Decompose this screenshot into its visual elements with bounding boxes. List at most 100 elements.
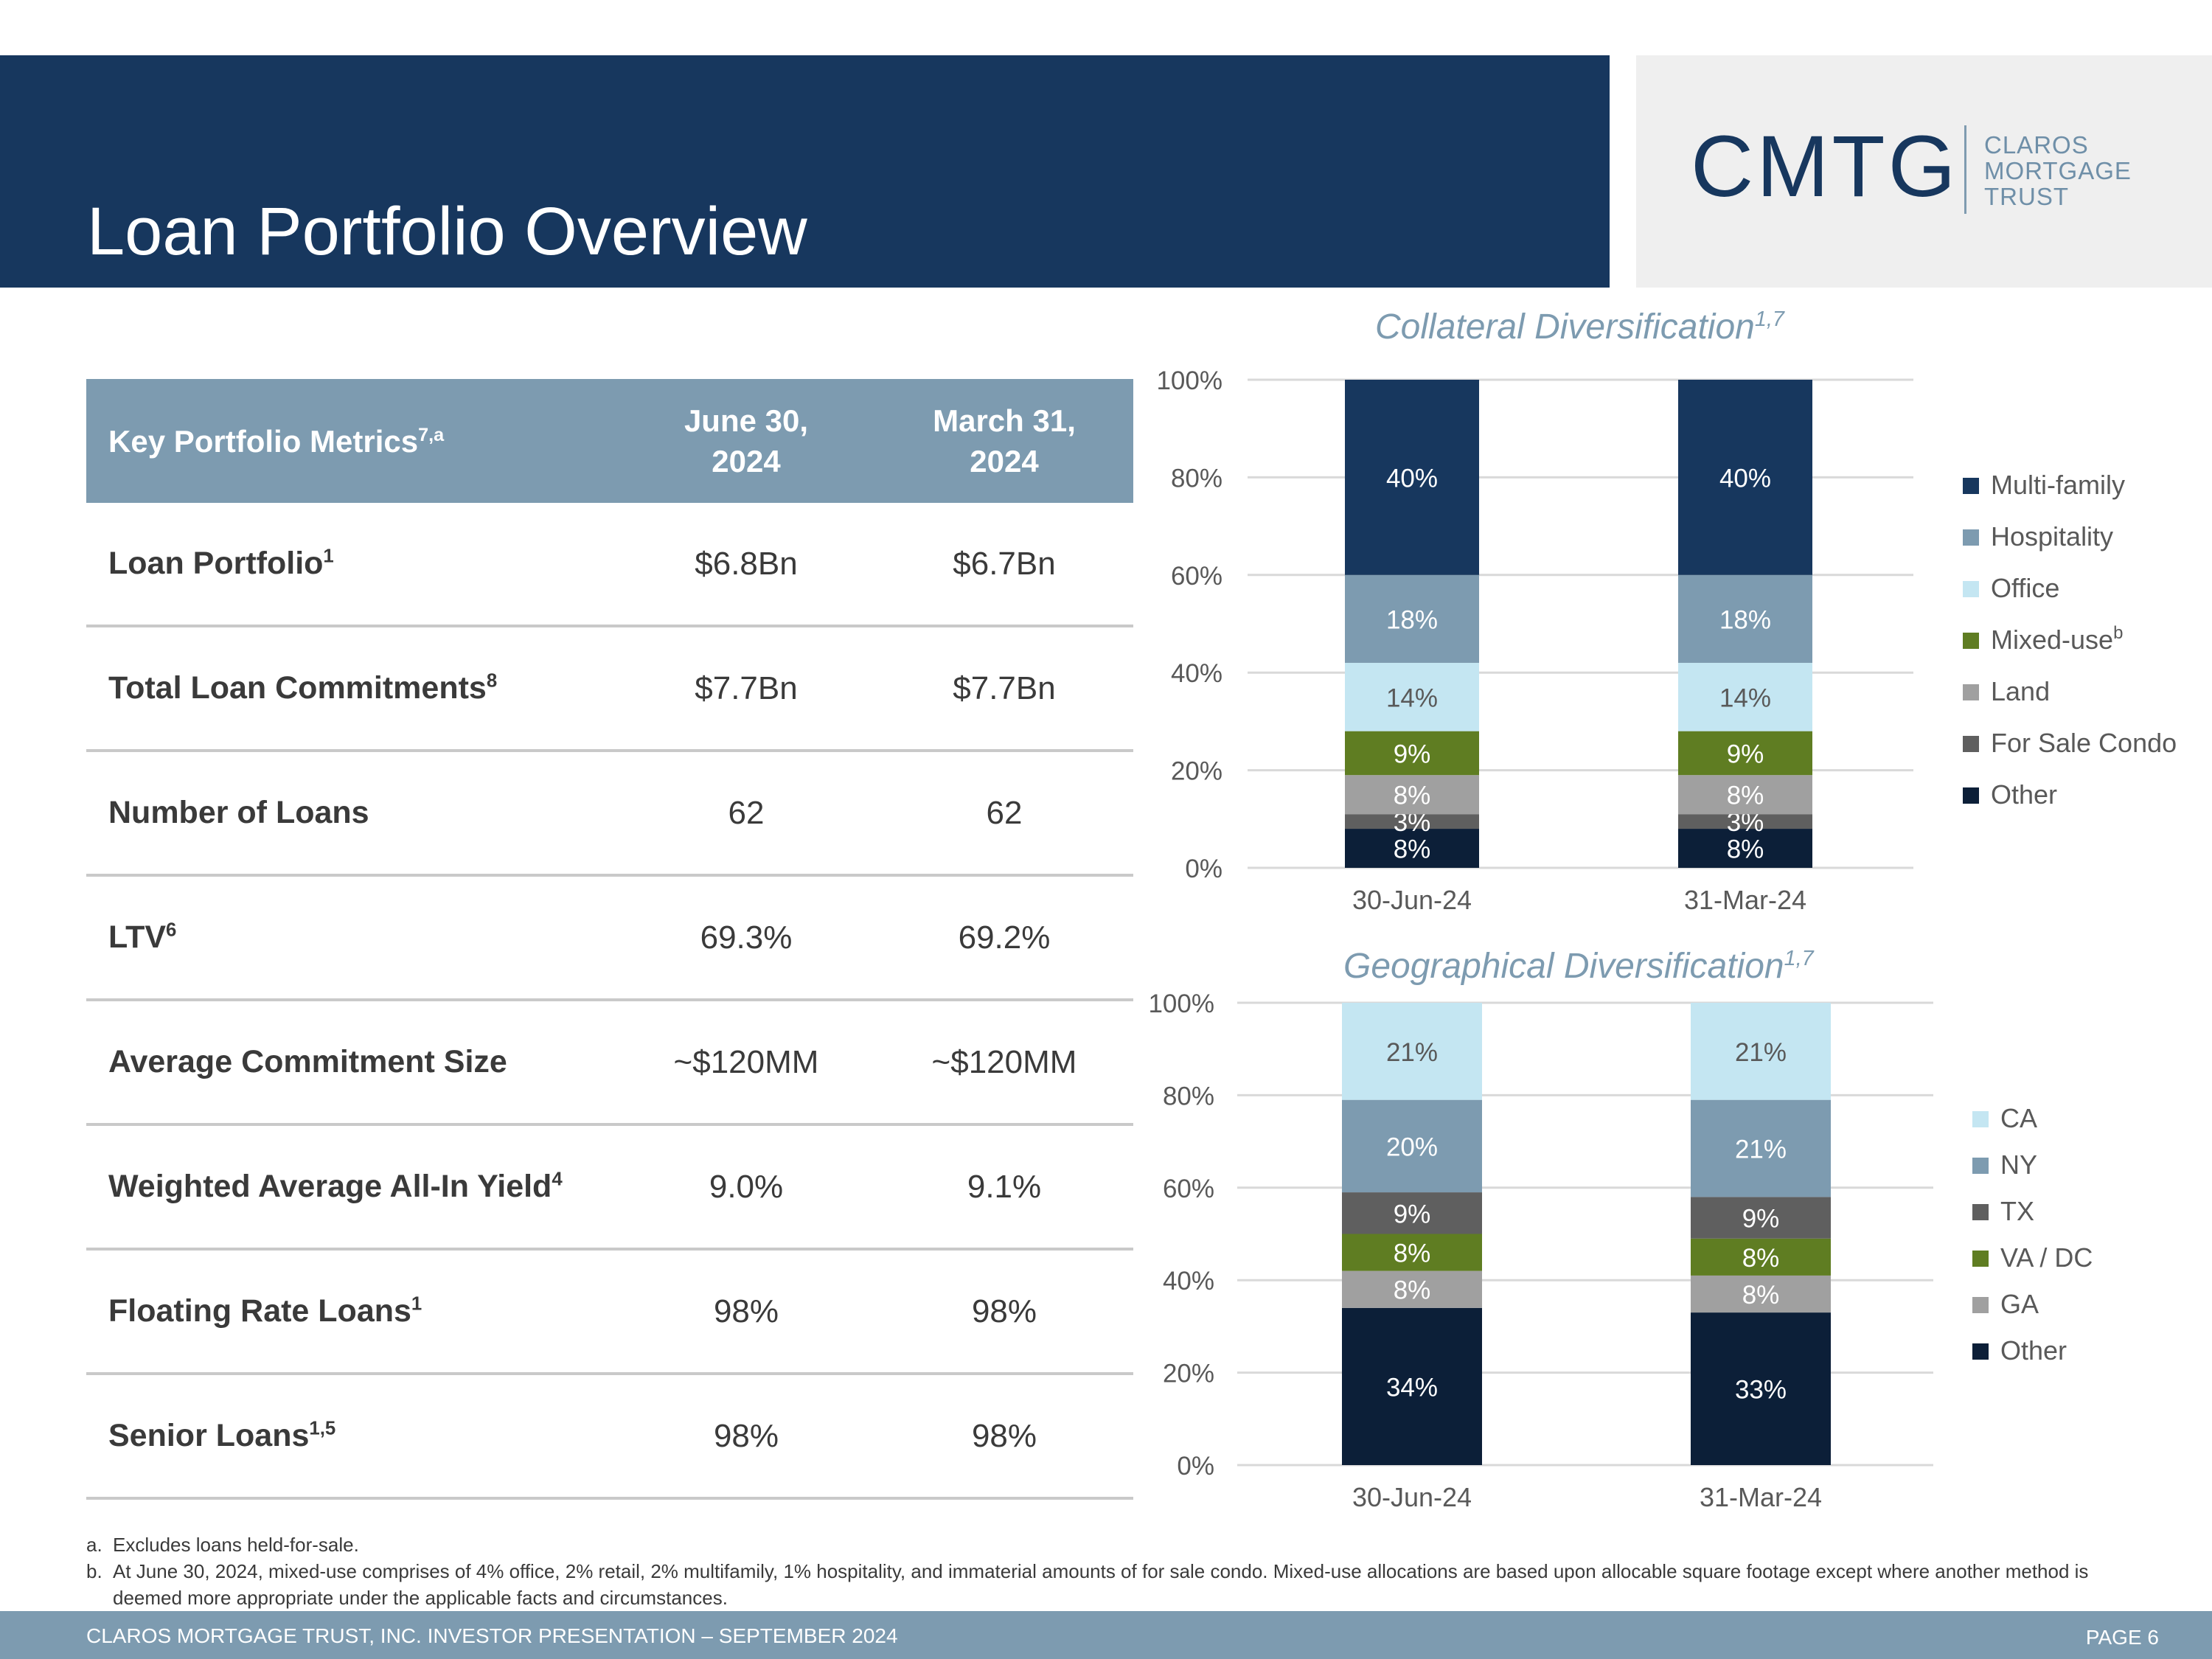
geographical-chart: 0% 20% 40% 60% 80% 100% 34% 8% 8% 9% 20% 21% 30-Jun-…: [1148, 990, 2093, 1512]
metric-value-june: ~$120MM: [617, 1000, 875, 1126]
bar-segment: [1678, 380, 1812, 575]
bar-segment: [1691, 1238, 1831, 1276]
metric-value-march: $6.7Bn: [875, 503, 1133, 627]
legend-label: GA: [2000, 1289, 2039, 1319]
y-tick-label: 40%: [1171, 659, 1222, 688]
metric-label: Total Loan Commitments8: [86, 626, 617, 752]
data-label: 8%: [1742, 1281, 1780, 1310]
data-label: 14%: [1386, 684, 1438, 712]
table-header-march: March 31, 2024: [875, 379, 1133, 503]
x-tick-label: 31-Mar-24: [1684, 885, 1806, 915]
metric-value-june: $7.7Bn: [617, 626, 875, 752]
metric-value-march: 9.1%: [875, 1124, 1133, 1251]
page-number: PAGE 6: [2085, 1626, 2159, 1649]
legend-label: Mixed-useb: [1991, 623, 2123, 655]
data-label: 40%: [1386, 464, 1438, 493]
legend-swatch: [1972, 1111, 1989, 1127]
data-label: 8%: [1742, 1244, 1780, 1273]
table-row: Loan Portfolio1 $6.8Bn $6.7Bn: [86, 503, 1133, 627]
bar-segment: [1678, 829, 1812, 868]
y-tick-label: 60%: [1163, 1175, 1214, 1203]
bar-segment: [1342, 1099, 1482, 1193]
y-tick-label: 20%: [1163, 1360, 1214, 1388]
header-band: [0, 55, 1610, 288]
metric-value-march: 69.2%: [875, 875, 1133, 1001]
legend-swatch: [1972, 1251, 1989, 1267]
bar-segment: [1342, 1270, 1482, 1308]
data-label: 9%: [1394, 740, 1431, 768]
bar-segment: [1678, 662, 1812, 731]
legend-swatch: [1963, 581, 1979, 597]
y-tick-label: 0%: [1185, 855, 1222, 883]
metric-value-june: 98%: [617, 1374, 875, 1500]
footnote: b. At June 30, 2024, mixed-use comprises …: [86, 1560, 2089, 1609]
metric-value-march: $7.7Bn: [875, 626, 1133, 752]
metric-value-june: $6.8Bn: [617, 503, 875, 627]
table-row: Senior Loans1,5 98% 98%: [86, 1374, 1133, 1500]
table-row: Floating Rate Loans1 98% 98%: [86, 1249, 1133, 1375]
bar-segment: [1345, 662, 1479, 731]
metric-label: Floating Rate Loans1: [86, 1249, 617, 1375]
logo-word: MORTGAGE: [1984, 157, 2132, 184]
bar-segment: [1678, 731, 1812, 776]
legend-label: Other: [1991, 779, 2057, 810]
bar-segment: [1691, 1312, 1831, 1465]
legend-label: Land: [1991, 676, 2050, 706]
legend-label: CA: [2000, 1103, 2037, 1133]
metric-value-march: 98%: [875, 1249, 1133, 1375]
key-metrics-table: Key Portfolio Metrics7,a June 30, 2024 Ma…: [86, 379, 1133, 1500]
legend-swatch: [1972, 1204, 1989, 1220]
data-label: 21%: [1386, 1038, 1438, 1067]
metric-value-june: 98%: [617, 1249, 875, 1375]
legend-swatch: [1972, 1343, 1989, 1360]
y-tick-label: 80%: [1163, 1082, 1214, 1110]
data-label: 9%: [1742, 1205, 1780, 1234]
data-label: 34%: [1386, 1373, 1438, 1402]
collateral-chart-title: Collateral Diversification1,7: [1375, 307, 1784, 347]
table-row: Total Loan Commitments8 $7.7Bn $7.7Bn: [86, 626, 1133, 752]
legend-label: Other: [2000, 1335, 2067, 1366]
logo-word: TRUST: [1984, 183, 2069, 210]
metric-label: Weighted Average All-In Yield4: [86, 1124, 617, 1251]
footer-text: CLAROS MORTGAGE TRUST, INC. INVESTOR PRE…: [86, 1624, 898, 1647]
bar-segment: [1691, 1099, 1831, 1197]
x-tick-label: 30-Jun-24: [1352, 1482, 1472, 1512]
legend-label: Multi-family: [1991, 470, 2125, 500]
logo: CMTG CLAROS MORTGAGE TRUST: [1636, 55, 2212, 288]
metric-label: Average Commitment Size: [86, 1000, 617, 1126]
metric-label: Senior Loans1,5: [86, 1374, 617, 1500]
bar-segment: [1678, 775, 1812, 815]
table-header-june: June 30, 2024: [617, 379, 875, 503]
legend-label: Office: [1991, 573, 2059, 603]
metric-value-june: 69.3%: [617, 875, 875, 1001]
y-tick-label: 40%: [1163, 1267, 1214, 1295]
metric-label: LTV6: [86, 875, 617, 1001]
bar-segment: [1678, 814, 1812, 830]
footer: CLAROS MORTGAGE TRUST, INC. INVESTOR PRE…: [0, 1611, 2212, 1659]
logo-word: CLAROS: [1984, 131, 2089, 159]
metric-value-march: 62: [875, 751, 1133, 877]
data-label: 40%: [1719, 464, 1771, 493]
data-label: 8%: [1727, 782, 1764, 810]
bar-segment: [1691, 1275, 1831, 1313]
data-label: 9%: [1727, 740, 1764, 768]
bar-segment: [1678, 574, 1812, 663]
y-tick-label: 0%: [1177, 1452, 1214, 1481]
bar-segment: [1342, 1234, 1482, 1271]
y-tick-label: 100%: [1156, 366, 1222, 395]
legend-swatch: [1972, 1158, 1989, 1174]
logo-words: CLAROS MORTGAGE TRUST: [1984, 132, 2132, 209]
data-label: 8%: [1394, 835, 1431, 864]
legend-swatch: [1972, 1297, 1989, 1313]
bar-segment: [1345, 380, 1479, 575]
x-tick-label: 30-Jun-24: [1352, 885, 1472, 915]
metric-value-march: ~$120MM: [875, 1000, 1133, 1126]
data-label: 9%: [1394, 1200, 1431, 1228]
bar-segment: [1345, 574, 1479, 663]
bar-segment: [1345, 814, 1479, 830]
data-label: 18%: [1719, 605, 1771, 634]
bar-segment: [1342, 1192, 1482, 1234]
table-header-label: Key Portfolio Metrics7,a: [86, 379, 617, 503]
table-row: Weighted Average All-In Yield4 9.0% 9.1%: [86, 1124, 1133, 1251]
legend-swatch: [1963, 736, 1979, 752]
